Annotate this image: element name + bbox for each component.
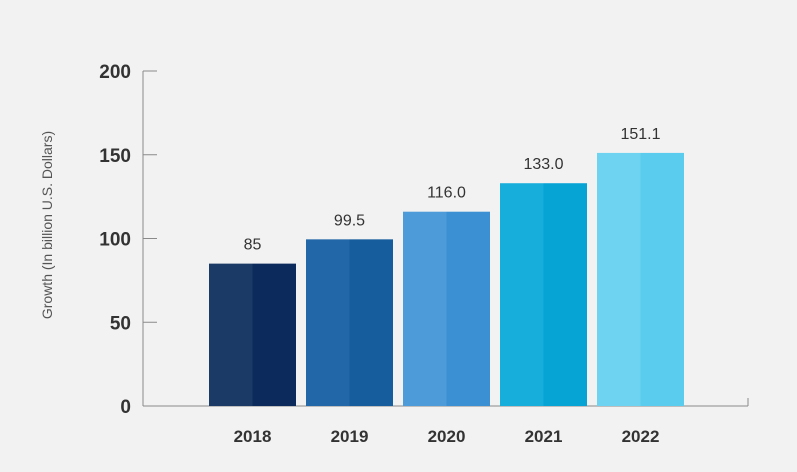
bar-right-half [349, 239, 393, 406]
bar-2020 [403, 211, 490, 406]
bar-2021 [500, 183, 587, 406]
bar-left-half [597, 152, 641, 406]
data-label-2020: 116.0 [427, 185, 466, 202]
data-label-2018: 85 [244, 237, 262, 254]
bar-right-half [543, 183, 587, 406]
bar-left-half [403, 211, 447, 406]
bar-2018 [209, 263, 296, 406]
y-tick-label: 150 [99, 146, 131, 167]
x-tick-label-2022: 2022 [622, 427, 660, 446]
data-label-2021: 133.0 [523, 156, 563, 173]
data-label-2019: 99.5 [334, 212, 365, 229]
bar-right-half [446, 211, 490, 406]
y-tick-label: 100 [99, 230, 131, 251]
x-tick-label-2019: 2019 [331, 427, 369, 446]
bars [209, 152, 684, 406]
bar-left-half [306, 239, 350, 406]
labels: 85 2018 99.5 2019 116.0 2020 133.0 2021 151.1 202… [234, 126, 661, 446]
y-tick-label: 0 [120, 397, 131, 418]
y-tick-label: 200 [99, 62, 131, 83]
bar-right-half [640, 152, 684, 406]
y-tick-label: 50 [110, 313, 131, 334]
bar-left-half [209, 263, 253, 406]
bar-2022 [597, 152, 684, 406]
bar-left-half [500, 183, 544, 406]
y-axis-label: Growth (In billion U.S. Dollars) [39, 131, 55, 319]
x-tick-label-2018: 2018 [234, 427, 272, 446]
x-tick-label-2020: 2020 [428, 427, 466, 446]
x-tick-label-2021: 2021 [525, 427, 563, 446]
bar-right-half [252, 263, 296, 406]
data-label-2022: 151.1 [620, 126, 660, 143]
bar-2019 [306, 239, 393, 406]
